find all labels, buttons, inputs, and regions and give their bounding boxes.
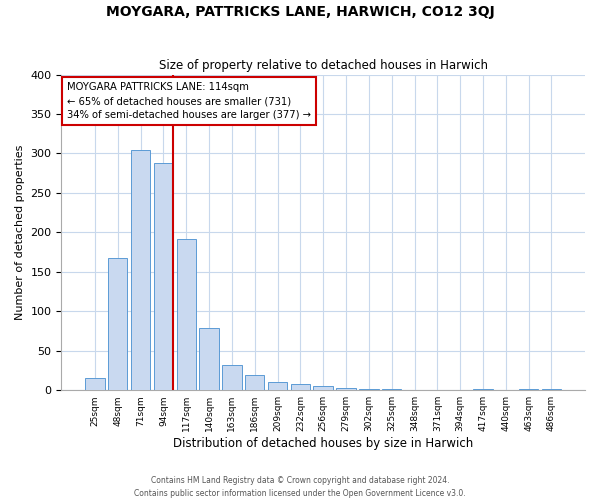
Bar <box>85 378 104 390</box>
Bar <box>199 328 219 390</box>
Text: MOYGARA, PATTRICKS LANE, HARWICH, CO12 3QJ: MOYGARA, PATTRICKS LANE, HARWICH, CO12 3… <box>106 5 494 19</box>
Text: Contains HM Land Registry data © Crown copyright and database right 2024.
Contai: Contains HM Land Registry data © Crown c… <box>134 476 466 498</box>
Bar <box>154 163 173 390</box>
X-axis label: Distribution of detached houses by size in Harwich: Distribution of detached houses by size … <box>173 437 473 450</box>
Title: Size of property relative to detached houses in Harwich: Size of property relative to detached ho… <box>159 59 488 72</box>
Bar <box>337 388 356 390</box>
Bar <box>108 258 127 390</box>
Text: MOYGARA PATTRICKS LANE: 114sqm
← 65% of detached houses are smaller (731)
34% of: MOYGARA PATTRICKS LANE: 114sqm ← 65% of … <box>67 82 311 120</box>
Bar <box>473 388 493 390</box>
Y-axis label: Number of detached properties: Number of detached properties <box>15 144 25 320</box>
Bar <box>313 386 333 390</box>
Bar <box>268 382 287 390</box>
Bar <box>222 365 242 390</box>
Bar <box>176 240 196 390</box>
Bar <box>131 150 150 390</box>
Bar <box>245 375 265 390</box>
Bar <box>290 384 310 390</box>
